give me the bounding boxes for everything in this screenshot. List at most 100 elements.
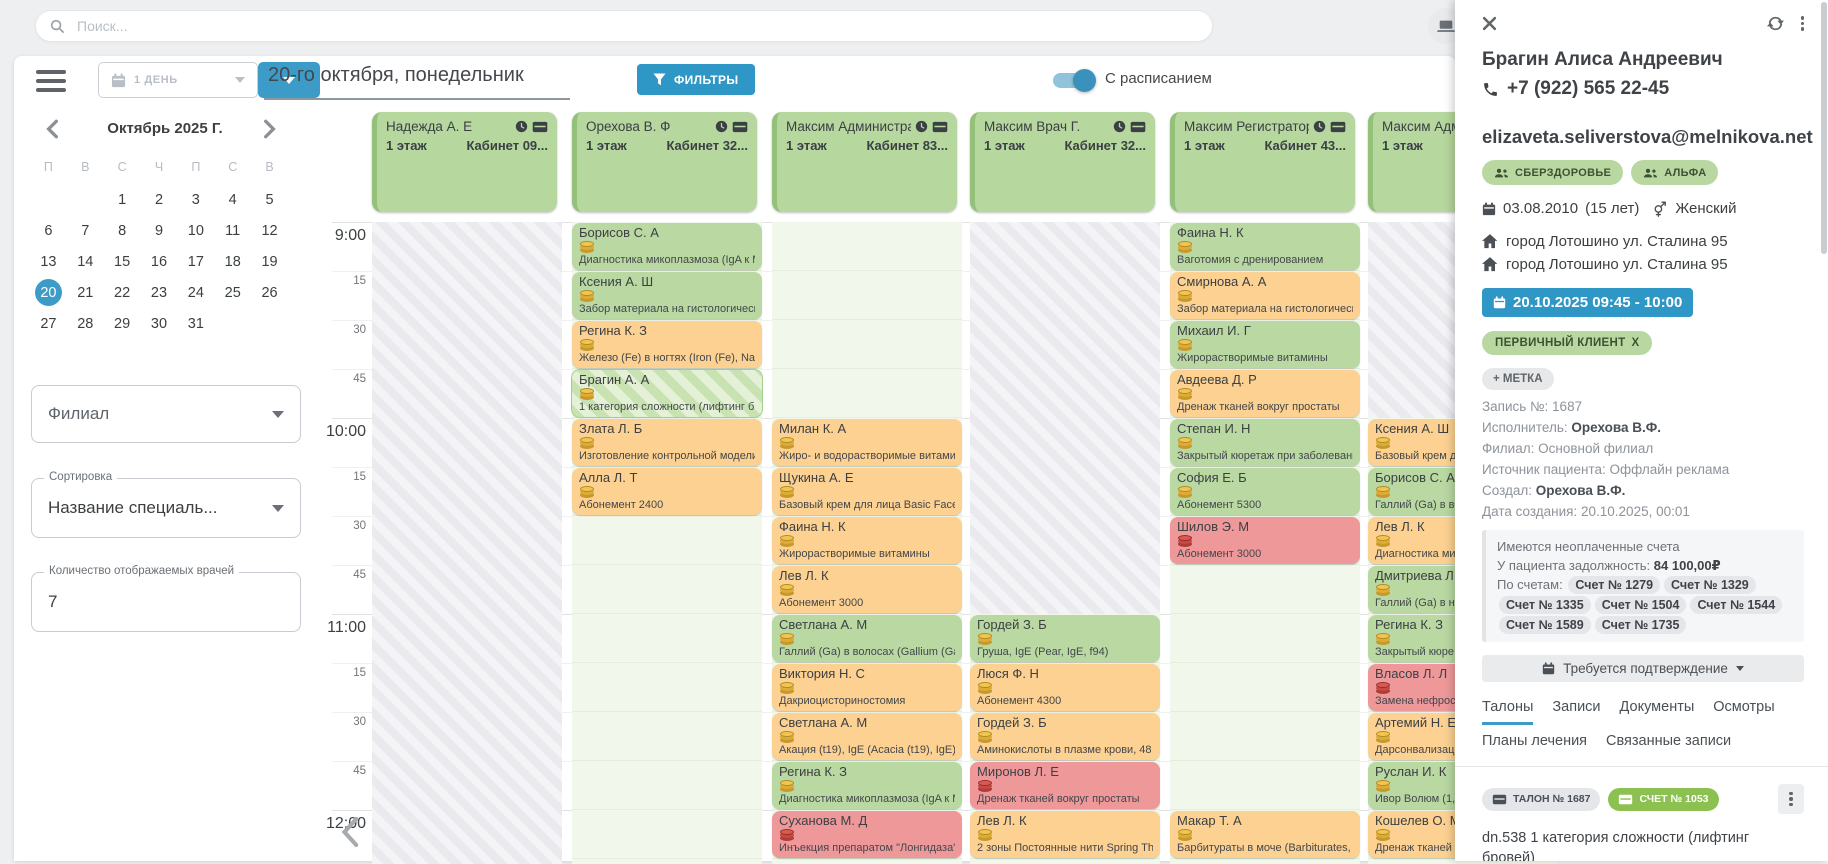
calendar-day[interactable]: 4	[228, 191, 237, 208]
appointment-cell[interactable]: Фаина Н. К Жирорастворимые витамины	[772, 517, 962, 564]
appointment-cell[interactable]: Смирнова А. А Забор материала на гистолог…	[1170, 272, 1360, 319]
calendar-day[interactable]: 22	[114, 284, 131, 301]
appointment-cell[interactable]: Фаина Н. К Ваготомия с дренированием	[1170, 223, 1360, 270]
appointment-cell[interactable]: Авдеева Д. Р Дренаж тканей вокруг простат…	[1170, 370, 1360, 417]
appointment-cell[interactable]: София Е. Б Абонемент 5300	[1170, 468, 1360, 515]
invoice-number-pill[interactable]: Счет № 1544	[1690, 596, 1783, 614]
current-date-title[interactable]: 20-го октября, понедельник	[268, 64, 524, 86]
add-tag-button[interactable]: + МЕТКА	[1482, 368, 1554, 390]
invoice-number-pill[interactable]: Счет № 1329	[1664, 576, 1756, 594]
calendar-day[interactable]: 5	[265, 191, 274, 208]
calendar-day[interactable]: 8	[118, 222, 127, 239]
calendar-day[interactable]: 30	[150, 315, 168, 332]
doctor-count-field[interactable]: Количество отображаемых врачей 7	[31, 565, 301, 632]
talon-menu-button[interactable]	[1778, 784, 1804, 814]
appointment-cell[interactable]: Лев Л. К 2 зоны Постоянные нити Spring Th…	[970, 811, 1160, 858]
calendar-day[interactable]: 31	[187, 315, 204, 332]
tab-связанные-записи[interactable]: Связанные записи	[1606, 733, 1732, 749]
remove-icon[interactable]: X	[1631, 337, 1640, 349]
talon-badge[interactable]: ТАЛОН № 1687	[1482, 787, 1601, 811]
patient-tag-pill[interactable]: СБЕРЗДОРОВЬЕ	[1482, 160, 1624, 185]
calendar-prev-button[interactable]	[42, 118, 64, 140]
doctor-column-header[interactable]: Надежда А. Е 1 этаж Кабинет 09...	[372, 112, 557, 212]
appointment-cell[interactable]: Борисов С. А Диагностика микоплазмоза (Ig…	[572, 223, 762, 270]
tab-документы[interactable]: Документы	[1619, 699, 1695, 715]
calendar-day[interactable]: 13	[40, 253, 57, 270]
calendar-day[interactable]: 9	[154, 222, 164, 239]
tab-талоны[interactable]: Талоны	[1482, 699, 1534, 725]
appointment-cell[interactable]: Милан К. А Жиро- и водорастворимые витами	[772, 419, 962, 466]
calendar-day[interactable]: 15	[114, 253, 131, 270]
calendar-day[interactable]: 14	[77, 253, 94, 270]
doctor-column-header[interactable]: Максим Регистратор... 1 этаж Кабинет 43...	[1170, 112, 1355, 212]
tab-записи[interactable]: Записи	[1552, 699, 1601, 715]
view-mode-dropdown-button[interactable]	[258, 62, 320, 98]
calendar-day[interactable]: 23	[150, 284, 168, 301]
sorting-select[interactable]: Сортировка Название специаль...	[31, 471, 301, 538]
kebab-menu-icon[interactable]	[1800, 14, 1804, 33]
invoice-number-pill[interactable]: Счет № 1335	[1499, 596, 1591, 614]
calendar-day[interactable]: 16	[150, 253, 168, 270]
appointment-cell[interactable]: Гордей З. Б Груша, IgE (Pear, IgE, f94)	[970, 615, 1160, 662]
calendar-day[interactable]: 3	[191, 191, 200, 208]
invoice-badge[interactable]: СЧЕТ № 1053	[1608, 787, 1719, 811]
calendar-day[interactable]: 18	[224, 253, 241, 270]
calendar-day[interactable]: 1	[118, 191, 127, 208]
branch-select[interactable]: Филиал	[31, 385, 301, 443]
calendar-day[interactable]: 24	[187, 284, 204, 301]
view-mode-select[interactable]: 1 ДЕНЬ	[98, 62, 258, 98]
doctor-column-header[interactable]: Орехова В. Ф 1 этаж Кабинет 32...	[572, 112, 757, 212]
confirmation-status-button[interactable]: Требуется подтверждение	[1482, 655, 1804, 682]
primary-client-badge[interactable]: ПЕРВИЧНЫЙ КЛИЕНТ X	[1482, 331, 1653, 355]
appointment-time-badge[interactable]: 20.10.2025 09:45 - 10:00	[1482, 288, 1694, 317]
patient-phone-row[interactable]: +7 (922) 565 22-45	[1482, 78, 1804, 100]
appointment-cell[interactable]: Брагин А. А 1 категория сложности (лифтин…	[572, 370, 762, 417]
appointment-cell[interactable]: Макар Т. А Барбитураты в моче (Barbiturat…	[1170, 811, 1360, 858]
calendar-day[interactable]: 17	[187, 253, 204, 270]
doctor-column-header[interactable]: Максим Администра... 1 этаж Кабинет 83...	[772, 112, 957, 212]
schedule-toggle[interactable]	[1053, 69, 1096, 92]
appointment-cell[interactable]: Злата Л. Б Изготовление контрольной модел…	[572, 419, 762, 466]
appointment-cell[interactable]: Виктория Н. С Дакриоцисториностомия	[772, 664, 962, 711]
calendar-day[interactable]: 6	[44, 222, 53, 239]
appointment-cell[interactable]: Михаил И. Г Жирорастворимые витамины	[1170, 321, 1360, 368]
calendar-day[interactable]: 25	[224, 284, 241, 301]
appointment-cell[interactable]: Ксения А. Ш Забор материала на гистологич…	[572, 272, 762, 319]
appointment-cell[interactable]: Лев Л. К Абонемент 3000	[772, 566, 962, 613]
scroll-left-button[interactable]	[338, 815, 364, 849]
appointment-cell[interactable]: Миронов Л. Е Дренаж тканей вокруг простат…	[970, 762, 1160, 809]
tab-планы-лечения[interactable]: Планы лечения	[1482, 733, 1588, 749]
calendar-day[interactable]: 7	[81, 222, 90, 239]
calendar-day[interactable]: 11	[225, 222, 241, 239]
appointment-cell[interactable]: Регина К. З Диагностика микоплазмоза (IgA…	[772, 762, 962, 809]
panel-scrollbar[interactable]	[1821, 2, 1827, 254]
calendar-day[interactable]: 26	[261, 284, 278, 301]
patient-email[interactable]: elizaveta.seliverstova@melnikova.net	[1482, 126, 1813, 147]
calendar-day[interactable]: 19	[261, 253, 278, 270]
invoice-number-pill[interactable]: Счет № 1504	[1594, 596, 1687, 614]
patient-tag-pill[interactable]: АЛЬФА	[1631, 160, 1719, 185]
invoice-number-pill[interactable]: Счет № 1279	[1568, 576, 1661, 594]
calendar-day[interactable]: 2	[154, 191, 164, 208]
calendar-day[interactable]: 20	[30, 277, 67, 308]
calendar-day[interactable]: 29	[114, 315, 131, 332]
search-bar[interactable]	[35, 10, 1213, 42]
refresh-icon[interactable]	[1766, 14, 1785, 33]
calendar-day[interactable]: 21	[77, 284, 94, 301]
calendar-day[interactable]: 28	[77, 315, 94, 332]
appointment-cell[interactable]: Степан И. Н Закрытый кюретаж при заболева…	[1170, 419, 1360, 466]
calendar-next-button[interactable]	[258, 118, 280, 140]
calendar-day[interactable]: 12	[261, 222, 278, 239]
appointment-cell[interactable]: Люся Ф. Н Абонемент 4300	[970, 664, 1160, 711]
appointment-cell[interactable]: Щукина А. Е Базовый крем для лица Basic F…	[772, 468, 962, 515]
appointment-cell[interactable]: Алла Л. Т Абонемент 2400	[572, 468, 762, 515]
appointment-cell[interactable]: Светлана А. М Акация (t19), IgE (Acacia (…	[772, 713, 962, 760]
appointment-cell[interactable]: Суханова М. Д Инъекция препаратом "Лонгид…	[772, 811, 962, 858]
appointment-cell[interactable]: Регина К. З Железо (Fe) в ногтях (Iron (F…	[572, 321, 762, 368]
invoice-number-pill[interactable]: Счет № 1735	[1594, 616, 1687, 634]
tab-осмотры[interactable]: Осмотры	[1713, 699, 1775, 715]
invoice-number-pill[interactable]: Счет № 1589	[1499, 616, 1591, 634]
close-icon[interactable]	[1482, 16, 1497, 31]
filters-button[interactable]: ФИЛЬТРЫ	[637, 64, 755, 95]
doctor-column-header[interactable]: Максим Врач Г. 1 этаж Кабинет 32...	[970, 112, 1155, 212]
